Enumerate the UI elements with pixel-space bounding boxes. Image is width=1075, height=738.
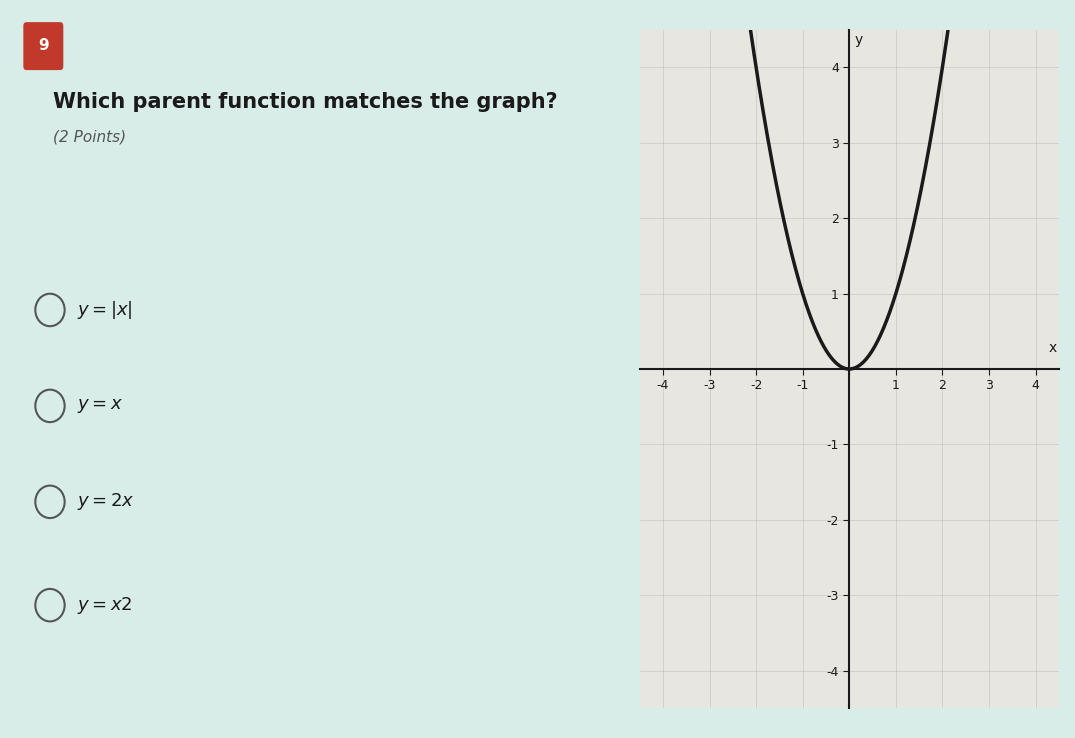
Text: y: y <box>855 33 863 47</box>
Text: (2 Points): (2 Points) <box>54 129 127 144</box>
Text: $y = |x|$: $y = |x|$ <box>76 299 132 321</box>
Text: 9: 9 <box>38 38 48 53</box>
Text: Which parent function matches the graph?: Which parent function matches the graph? <box>54 92 558 112</box>
Text: $y = x$: $y = x$ <box>76 397 123 415</box>
Text: x: x <box>1048 342 1057 356</box>
Text: $y = 2x$: $y = 2x$ <box>76 492 134 512</box>
Text: $y = x2$: $y = x2$ <box>76 595 132 615</box>
FancyBboxPatch shape <box>24 22 63 70</box>
